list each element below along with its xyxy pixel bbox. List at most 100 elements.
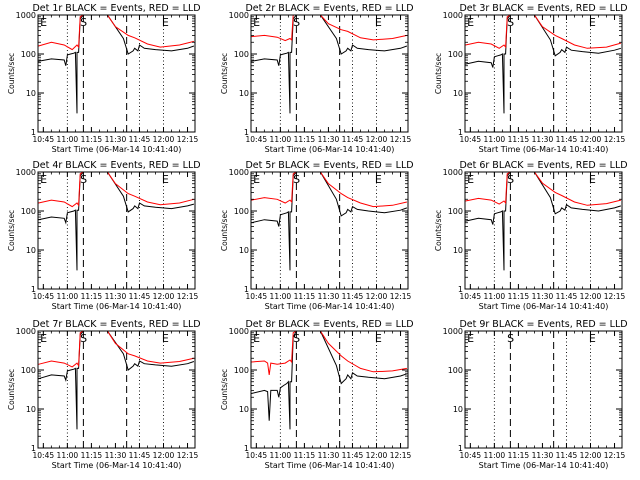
- x-axis-label: Start Time (06-Mar-14 10:41:40): [479, 145, 609, 154]
- event-marker-e: E: [375, 173, 382, 186]
- x-tick-label: 10:45: [460, 451, 482, 460]
- x-tick-label: 11:45: [342, 451, 364, 460]
- event-marker-e: E: [40, 173, 47, 186]
- x-tick-label: 11:45: [342, 135, 364, 144]
- y-tick-label: 1000: [443, 327, 463, 336]
- x-tick-label: 11:30: [532, 135, 554, 144]
- lld-series-line: [465, 172, 622, 206]
- detector-panel-9: Det 9r BLACK = Events, RED = LLD E S E 1 10 10…: [443, 319, 628, 470]
- x-tick-label: 12:00: [366, 451, 388, 460]
- event-marker-e: E: [589, 16, 596, 29]
- event-marker-e: E: [162, 173, 169, 186]
- x-tick-label: 11:30: [318, 292, 340, 301]
- y-tick-label: 10: [239, 405, 249, 414]
- x-axis-label: Start Time (06-Mar-14 10:41:40): [265, 461, 395, 470]
- x-axis-label: Start Time (06-Mar-14 10:41:40): [52, 145, 182, 154]
- y-tick-label: 100: [21, 50, 36, 59]
- event-marker-e: E: [375, 332, 382, 345]
- x-tick-label: 12:15: [390, 451, 412, 460]
- lld-series-line: [38, 172, 195, 208]
- x-tick-label: 11:00: [57, 292, 79, 301]
- x-tick-label: 10:45: [460, 135, 482, 144]
- events-series-line: [251, 331, 408, 430]
- x-tick-label: 12:15: [604, 451, 626, 460]
- y-tick-label: 1000: [229, 168, 249, 177]
- plot-frame: [250, 171, 409, 290]
- panel-title: Det 4r BLACK = Events, RED = LLD: [32, 160, 200, 171]
- x-tick-label: 10:45: [33, 451, 55, 460]
- y-axis-label: Counts/sec: [7, 210, 16, 251]
- event-marker-s: S: [293, 173, 300, 186]
- y-axis-label: Counts/sec: [434, 210, 443, 251]
- plot-frame: [37, 330, 196, 449]
- x-tick-label: 12:00: [366, 292, 388, 301]
- x-tick-label: 11:30: [105, 451, 127, 460]
- x-tick-label: 11:45: [342, 292, 364, 301]
- x-tick-label: 12:00: [366, 135, 388, 144]
- x-tick-label: 11:30: [318, 135, 340, 144]
- y-tick-label: 1: [458, 128, 463, 137]
- x-tick-label: 11:15: [294, 451, 316, 460]
- y-tick-label: 100: [234, 207, 249, 216]
- y-axis-label: Counts/sec: [434, 53, 443, 94]
- panel-title: Det 1r BLACK = Events, RED = LLD: [32, 3, 200, 14]
- y-tick-label: 1000: [229, 11, 249, 20]
- plot-frame: [250, 330, 409, 449]
- x-tick-label: 12:15: [390, 135, 412, 144]
- x-tick-label: 10:45: [460, 292, 482, 301]
- y-tick-label: 10: [239, 246, 249, 255]
- plot-frame: [37, 171, 196, 290]
- x-tick-label: 12:00: [580, 292, 602, 301]
- y-axis-label: Counts/sec: [7, 53, 16, 94]
- y-tick-label: 10: [26, 89, 36, 98]
- x-tick-label: 11:30: [532, 451, 554, 460]
- x-tick-label: 11:00: [270, 292, 292, 301]
- y-tick-label: 1000: [16, 327, 36, 336]
- x-tick-label: 11:15: [508, 292, 530, 301]
- x-tick-label: 11:45: [556, 451, 578, 460]
- y-tick-label: 1: [244, 128, 249, 137]
- event-marker-s: S: [80, 332, 87, 345]
- x-tick-label: 10:45: [246, 451, 268, 460]
- x-tick-label: 11:30: [105, 292, 127, 301]
- y-tick-label: 10: [453, 89, 463, 98]
- event-marker-s: S: [80, 173, 87, 186]
- y-tick-label: 10: [26, 246, 36, 255]
- events-series-line: [38, 15, 195, 114]
- detector-panel-1: Det 1r BLACK = Events, RED = LLD E S E 1 10 10…: [7, 3, 201, 154]
- y-tick-label: 10: [453, 246, 463, 255]
- x-tick-label: 11:15: [294, 292, 316, 301]
- x-tick-label: 11:00: [484, 135, 506, 144]
- x-tick-label: 11:15: [508, 451, 530, 460]
- y-tick-label: 100: [21, 207, 36, 216]
- x-tick-label: 10:45: [246, 135, 268, 144]
- y-tick-label: 1: [244, 444, 249, 453]
- y-tick-label: 100: [234, 50, 249, 59]
- panel-title: Det 8r BLACK = Events, RED = LLD: [245, 319, 413, 330]
- y-tick-label: 1000: [16, 11, 36, 20]
- x-tick-label: 12:15: [177, 451, 199, 460]
- x-axis-label: Start Time (06-Mar-14 10:41:40): [479, 302, 609, 311]
- panel-title: Det 7r BLACK = Events, RED = LLD: [32, 319, 200, 330]
- x-tick-label: 11:15: [81, 135, 103, 144]
- event-marker-e: E: [253, 173, 260, 186]
- y-axis-label: Counts/sec: [7, 369, 16, 410]
- x-tick-label: 11:45: [556, 292, 578, 301]
- x-tick-label: 12:00: [153, 135, 175, 144]
- event-marker-e: E: [162, 332, 169, 345]
- x-tick-label: 10:45: [246, 292, 268, 301]
- event-marker-s: S: [507, 173, 514, 186]
- plot-frame: [464, 171, 623, 290]
- x-tick-label: 11:45: [129, 292, 151, 301]
- x-tick-label: 11:00: [270, 135, 292, 144]
- x-axis-label: Start Time (06-Mar-14 10:41:40): [265, 302, 395, 311]
- lld-series-line: [251, 172, 408, 208]
- y-tick-label: 10: [453, 405, 463, 414]
- x-tick-label: 12:15: [390, 292, 412, 301]
- x-tick-label: 11:00: [270, 451, 292, 460]
- x-tick-label: 12:15: [177, 292, 199, 301]
- detector-panel-7: Det 7r BLACK = Events, RED = LLD E S E 1 10 10…: [7, 319, 201, 470]
- y-tick-label: 1000: [443, 168, 463, 177]
- x-tick-label: 10:45: [33, 135, 55, 144]
